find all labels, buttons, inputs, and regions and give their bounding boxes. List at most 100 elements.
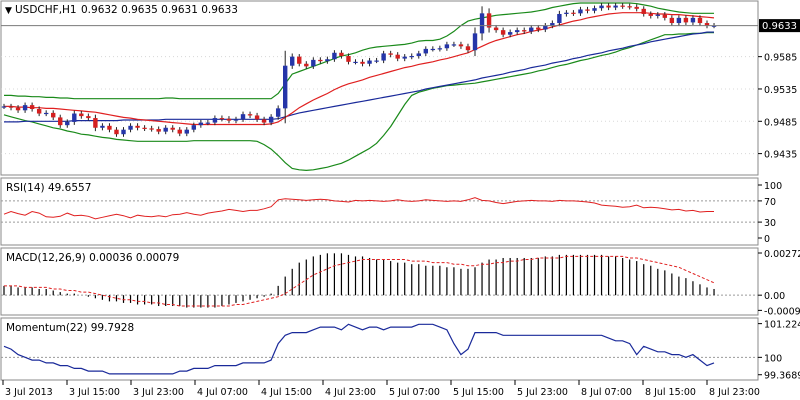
bollinger-upper-line — [4, 2, 714, 100]
candle-body — [620, 5, 625, 7]
candle-body — [1, 106, 7, 108]
y-tick-label: 0.9585 — [764, 53, 797, 64]
candle-body — [388, 53, 393, 55]
candle-body — [226, 118, 232, 121]
candle-body — [247, 114, 253, 116]
y-tick-label: 0.9535 — [764, 85, 797, 96]
moving-averages — [4, 12, 715, 126]
rsi-title: RSI(14) 49.6557 — [6, 182, 91, 194]
y-tick-label: 101.2245 — [764, 320, 800, 331]
candle-body — [254, 115, 260, 120]
candle-body — [402, 56, 407, 59]
rsi-series — [3, 197, 714, 220]
momentum-y-axis: 101.2245 100 99.3689 — [758, 320, 800, 382]
x-tick-label: 3 Jul 2013 — [5, 387, 53, 398]
candle-body — [325, 59, 330, 62]
macd-signal-series — [4, 255, 715, 307]
candle-body — [472, 33, 478, 51]
candle-body — [51, 112, 56, 118]
bollinger-lower-line — [3, 32, 714, 172]
candle-body — [367, 60, 372, 64]
rsi-panel: 100 70 30 0 RSI(14) 49.6557 — [0, 177, 782, 246]
candle-body — [437, 48, 443, 50]
candle-body — [8, 106, 14, 108]
candle-body — [662, 14, 668, 18]
candle-body — [198, 122, 204, 126]
y-tick-label: 0.00272 — [764, 249, 800, 260]
y-tick-label: 100 — [764, 181, 782, 192]
candle-body — [458, 44, 464, 47]
candle-body — [36, 109, 42, 114]
candle-body — [641, 8, 646, 14]
candle-body — [704, 23, 710, 26]
momentum-line — [3, 323, 715, 375]
y-tick-label: 30 — [764, 218, 776, 229]
macd-signal-line — [4, 255, 715, 307]
price-panel-frame — [0, 0, 759, 176]
candle-body — [465, 46, 471, 51]
candle-body — [578, 9, 583, 14]
candle-body — [676, 17, 682, 24]
y-tick-label: 70 — [764, 197, 776, 208]
candle-body — [318, 59, 323, 62]
symbol-dropdown-icon[interactable]: ▼ — [5, 6, 12, 16]
time-axis: 3 Jul 2013 3 Jul 15:00 3 Jul 23:00 4 Jul 07… — [2, 380, 760, 398]
candle-body — [100, 125, 105, 128]
candle-body — [332, 52, 337, 60]
candle-body — [86, 116, 91, 119]
candle-body — [711, 25, 717, 27]
candle-body — [170, 127, 175, 130]
candle-body — [599, 5, 604, 9]
candle-body — [606, 5, 611, 8]
candle-body — [121, 129, 126, 135]
candle-body — [585, 9, 590, 11]
candle-body — [233, 119, 239, 121]
candle-body — [360, 61, 365, 64]
candle-body — [374, 60, 379, 62]
momentum-title: Momentum(22) 99.7928 — [6, 322, 134, 334]
candle-body — [346, 56, 351, 62]
candle-body — [627, 6, 632, 8]
ohlc-values: 0.9632 0.9635 0.9631 0.9633 — [81, 4, 238, 16]
candle-body — [381, 53, 386, 61]
candle-body — [479, 13, 485, 34]
candle-body — [655, 14, 660, 16]
candle-body — [451, 44, 457, 46]
candle-body — [423, 48, 428, 54]
candle-body — [557, 13, 562, 24]
price-panel: 0.9585 0.9535 0.9485 0.9435 0.9633 ▼ USDCHF… — [0, 0, 800, 176]
candle-body — [648, 13, 653, 16]
candle-body — [683, 17, 689, 23]
candle-body — [486, 13, 492, 28]
candle-body — [107, 125, 112, 130]
candle-body — [353, 61, 358, 64]
candle-body — [669, 17, 675, 24]
candle-body — [634, 6, 639, 9]
candle-body — [22, 105, 28, 111]
x-tick-label: 3 Jul 15:00 — [69, 387, 120, 398]
macd-y-axis: 0.00272 0.00 -0.00098 — [758, 249, 800, 317]
candle-body — [564, 12, 569, 14]
y-tick-label: -0.00098 — [764, 306, 800, 317]
candlesticks — [1, 3, 717, 137]
last-price-label: 0.9633 — [759, 19, 800, 33]
candle-body — [697, 17, 703, 24]
candle-body — [93, 118, 98, 128]
candle-body — [430, 48, 436, 51]
candle-body — [135, 125, 140, 128]
candle-body — [500, 30, 506, 35]
candle-body — [275, 108, 281, 117]
momentum-panel: 101.2245 100 99.3689 Momentum(22) 99.7928 — [0, 317, 800, 382]
x-tick-label: 8 Jul 07:00 — [581, 387, 632, 398]
y-tick-label: 0.00 — [764, 291, 785, 302]
candle-body — [128, 125, 133, 130]
x-tick-label: 5 Jul 23:00 — [517, 387, 568, 398]
candle-body — [592, 8, 597, 11]
candle-body — [416, 53, 421, 57]
candle-body — [156, 129, 161, 132]
candle-body — [297, 56, 302, 64]
candle-body — [149, 128, 154, 130]
candle-body — [493, 27, 499, 31]
candle-body — [261, 119, 267, 123]
